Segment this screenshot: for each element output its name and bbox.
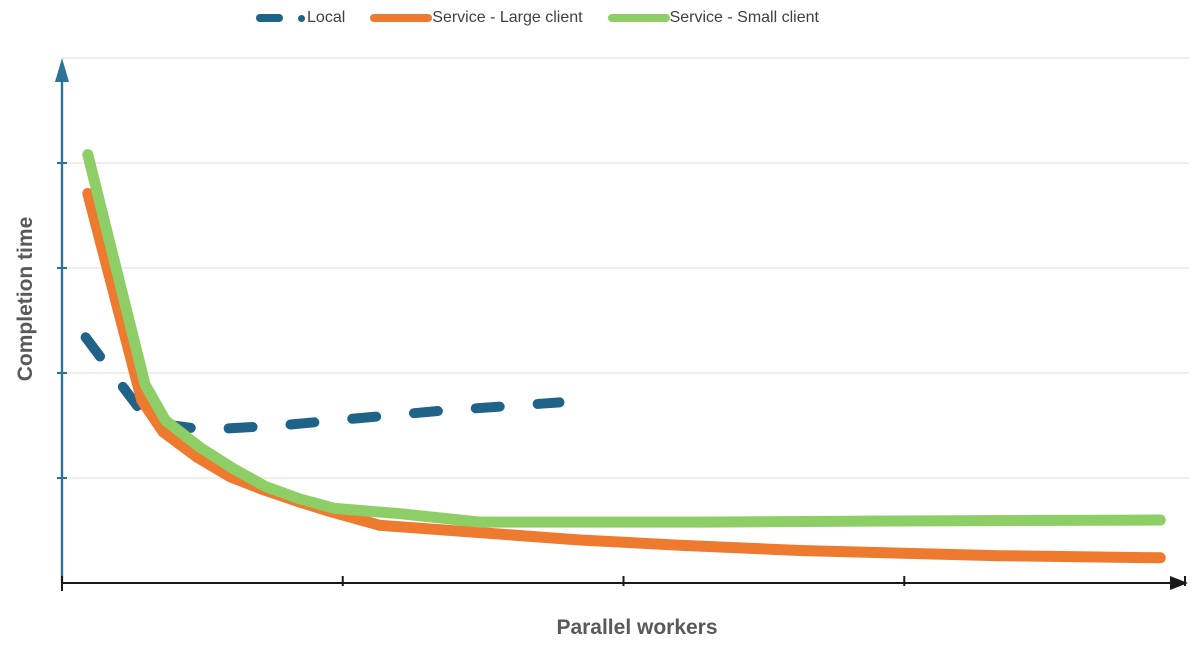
legend-item-local: Local	[256, 10, 345, 26]
series-lines	[80, 149, 1166, 564]
axes	[55, 58, 1188, 591]
legend-label-local: Local	[307, 9, 346, 26]
x-axis-title: Parallel workers	[556, 616, 718, 639]
series-line-service-small-client	[82, 149, 1166, 528]
legend-item-service-small: Service - Small client	[607, 9, 819, 26]
legend: Local Service - Large client Service - S…	[0, 4, 1075, 32]
series-line-service-large-client	[82, 187, 1166, 564]
series-line-local	[80, 332, 565, 435]
service-small-line-swatch-icon	[607, 14, 670, 22]
gridlines	[62, 57, 1189, 479]
service-large-line-swatch-icon	[370, 14, 433, 22]
y-axis-title: Completion time	[14, 216, 37, 382]
x-axis-arrow-icon	[1170, 576, 1188, 590]
legend-label-service-small: Service - Small client	[669, 9, 819, 26]
y-axis-arrow-icon	[55, 58, 69, 82]
local-dash-swatch-icon	[256, 14, 284, 22]
legend-label-service-large: Service - Large client	[432, 9, 583, 26]
legend-item-service-large: Service - Large client	[370, 9, 583, 26]
local-dot-swatch-icon	[298, 14, 306, 22]
